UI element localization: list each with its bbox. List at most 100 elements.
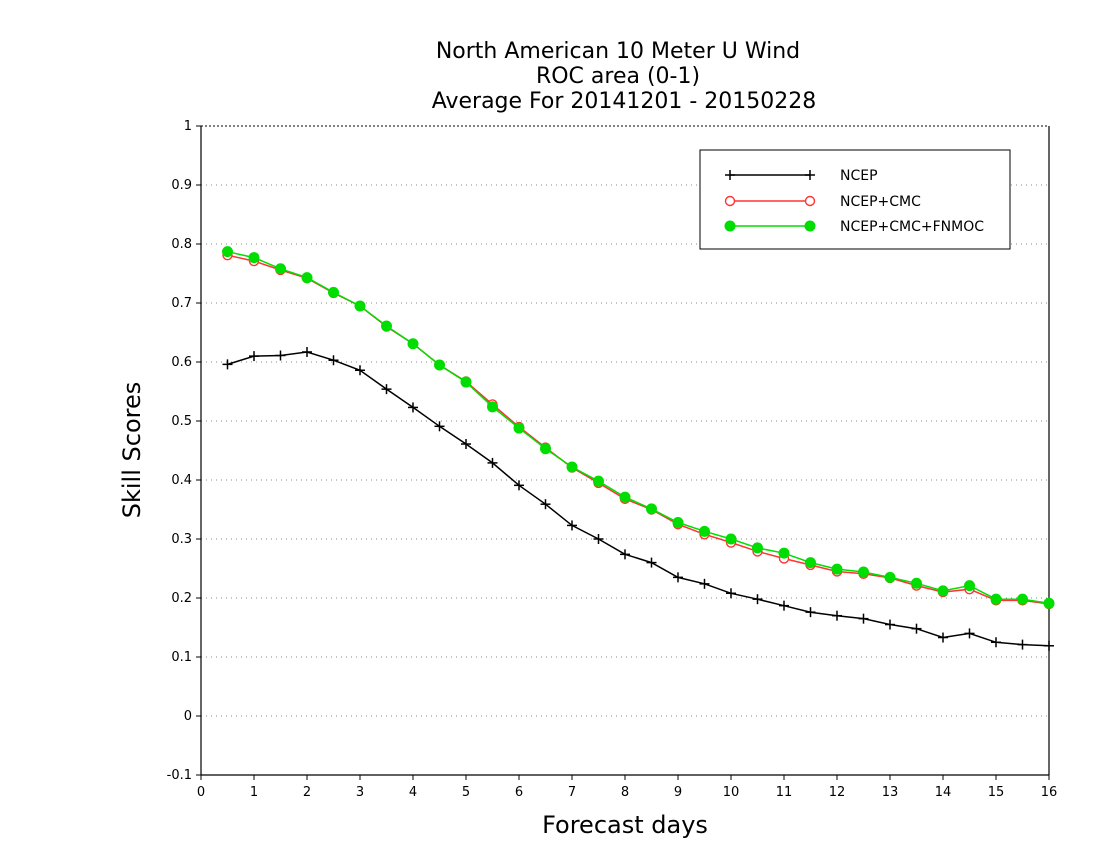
- chart-title-line-2: ROC area (0-1): [536, 64, 700, 89]
- data-point-0-13: [567, 520, 577, 531]
- x-tick-label-11: 11: [776, 785, 793, 800]
- data-point-2-19: [725, 533, 737, 545]
- data-point-0-14: [593, 534, 604, 544]
- x-tick-label-1: 1: [250, 785, 258, 800]
- data-point-0-6: [381, 384, 392, 395]
- data-point-0-17: [673, 572, 683, 583]
- y-tick-label-3: 0.2: [171, 591, 192, 606]
- x-axis-label: Forecast days: [542, 811, 708, 839]
- legend-marker-left-2: [724, 220, 736, 232]
- x-tick-label-6: 6: [515, 785, 523, 800]
- y-tick-label-8: 0.7: [171, 296, 192, 311]
- data-point-2-30: [1017, 593, 1028, 605]
- axes: -0.100.10.20.30.40.50.60.70.80.910 1 2 3 4 5 6…: [167, 119, 1058, 800]
- data-point-2-5: [354, 300, 366, 312]
- x-tick-label-2: 2: [303, 785, 311, 800]
- y-axis-label: Skill Scores: [118, 382, 146, 519]
- grid: [201, 125, 1049, 717]
- data-point-2-28: [964, 580, 975, 592]
- data-point-2-26: [911, 577, 922, 589]
- data-point-0-29: [991, 637, 1001, 648]
- chart-title: North American 10 Meter U Wind ROC area …: [432, 39, 817, 114]
- x-tick-label-15: 15: [988, 785, 1005, 800]
- data-point-0-21: [779, 600, 789, 611]
- y-tick-label-4: 0.3: [171, 532, 192, 547]
- x-tick-label-4: 4: [409, 785, 417, 800]
- data-point-0-2: [275, 350, 286, 361]
- data-point-0-4: [328, 355, 339, 366]
- data-point-2-6: [381, 320, 392, 332]
- data-point-0-24: [858, 613, 869, 624]
- data-point-2-3: [301, 272, 313, 284]
- data-point-2-15: [619, 491, 631, 503]
- x-tick-label-10: 10: [723, 785, 740, 800]
- data-point-0-3: [302, 346, 312, 357]
- data-point-2-10: [487, 401, 498, 413]
- data-point-0-5: [355, 365, 365, 376]
- data-point-2-2: [275, 263, 286, 275]
- y-tick-label-5: 0.4: [171, 473, 192, 488]
- series-0: [222, 346, 1054, 651]
- x-tick-label-0: 0: [197, 785, 205, 800]
- data-point-2-17: [672, 516, 684, 528]
- series-2: [222, 246, 1055, 609]
- data-point-0-25: [885, 619, 895, 630]
- legend-label-1: NCEP+CMC: [840, 194, 921, 210]
- series-layer: [222, 246, 1055, 651]
- data-point-2-7: [407, 338, 419, 350]
- data-point-2-25: [884, 571, 896, 583]
- data-point-0-18: [699, 578, 710, 589]
- data-point-2-14: [593, 475, 604, 487]
- y-tick-label-1: 0: [184, 709, 192, 724]
- data-point-0-28: [964, 628, 975, 639]
- x-tick-label-16: 16: [1041, 785, 1058, 800]
- data-point-2-1: [248, 252, 260, 264]
- legend-marker-left-1: [724, 195, 736, 207]
- data-point-0-16: [646, 557, 657, 568]
- data-point-2-11: [513, 422, 525, 434]
- legend-label-2: NCEP+CMC+FNMOC: [840, 219, 984, 235]
- series-line-1: [227, 254, 1050, 605]
- data-point-2-22: [805, 557, 816, 569]
- data-point-2-12: [540, 443, 551, 455]
- data-point-2-31: [1043, 597, 1055, 609]
- legend-box: [699, 149, 1011, 250]
- legend-label-0: NCEP: [840, 168, 878, 184]
- data-point-0-26: [911, 623, 922, 634]
- data-point-0-19: [726, 588, 736, 599]
- series-line-2: [227, 250, 1050, 605]
- series-line-0: [227, 351, 1050, 647]
- data-point-0-1: [249, 351, 259, 362]
- data-point-0-10: [487, 457, 498, 468]
- data-point-2-4: [328, 286, 339, 298]
- data-point-2-8: [434, 359, 445, 371]
- data-point-2-20: [752, 542, 763, 554]
- data-point-2-24: [858, 566, 869, 578]
- y-tick-label-6: 0.5: [171, 414, 192, 429]
- y-tick-label-7: 0.6: [171, 355, 192, 370]
- data-point-2-21: [778, 547, 790, 559]
- data-point-0-11: [514, 480, 524, 491]
- legend-marker-left-0: [725, 170, 735, 180]
- data-point-0-31: [1044, 640, 1054, 651]
- data-point-0-9: [461, 439, 471, 450]
- y-tick-label-0: -0.1: [167, 768, 192, 783]
- data-point-0-12: [540, 499, 551, 510]
- data-point-0-30: [1017, 639, 1028, 650]
- x-tick-label-3: 3: [356, 785, 364, 800]
- x-tick-label-13: 13: [882, 785, 899, 800]
- x-tick-label-12: 12: [829, 785, 846, 800]
- y-tick-label-2: 0.1: [171, 650, 192, 665]
- data-point-0-15: [620, 549, 630, 560]
- legend-marker-right-1: [804, 195, 816, 207]
- x-tick-label-7: 7: [568, 785, 576, 800]
- y-tick-label-9: 0.8: [171, 237, 192, 252]
- data-point-2-23: [831, 563, 843, 575]
- y-tick-label-11: 1: [184, 119, 192, 134]
- chart-title-line-1: North American 10 Meter U Wind: [436, 39, 800, 64]
- data-point-2-0: [222, 246, 233, 258]
- data-point-2-27: [937, 585, 949, 597]
- data-point-2-29: [990, 593, 1002, 605]
